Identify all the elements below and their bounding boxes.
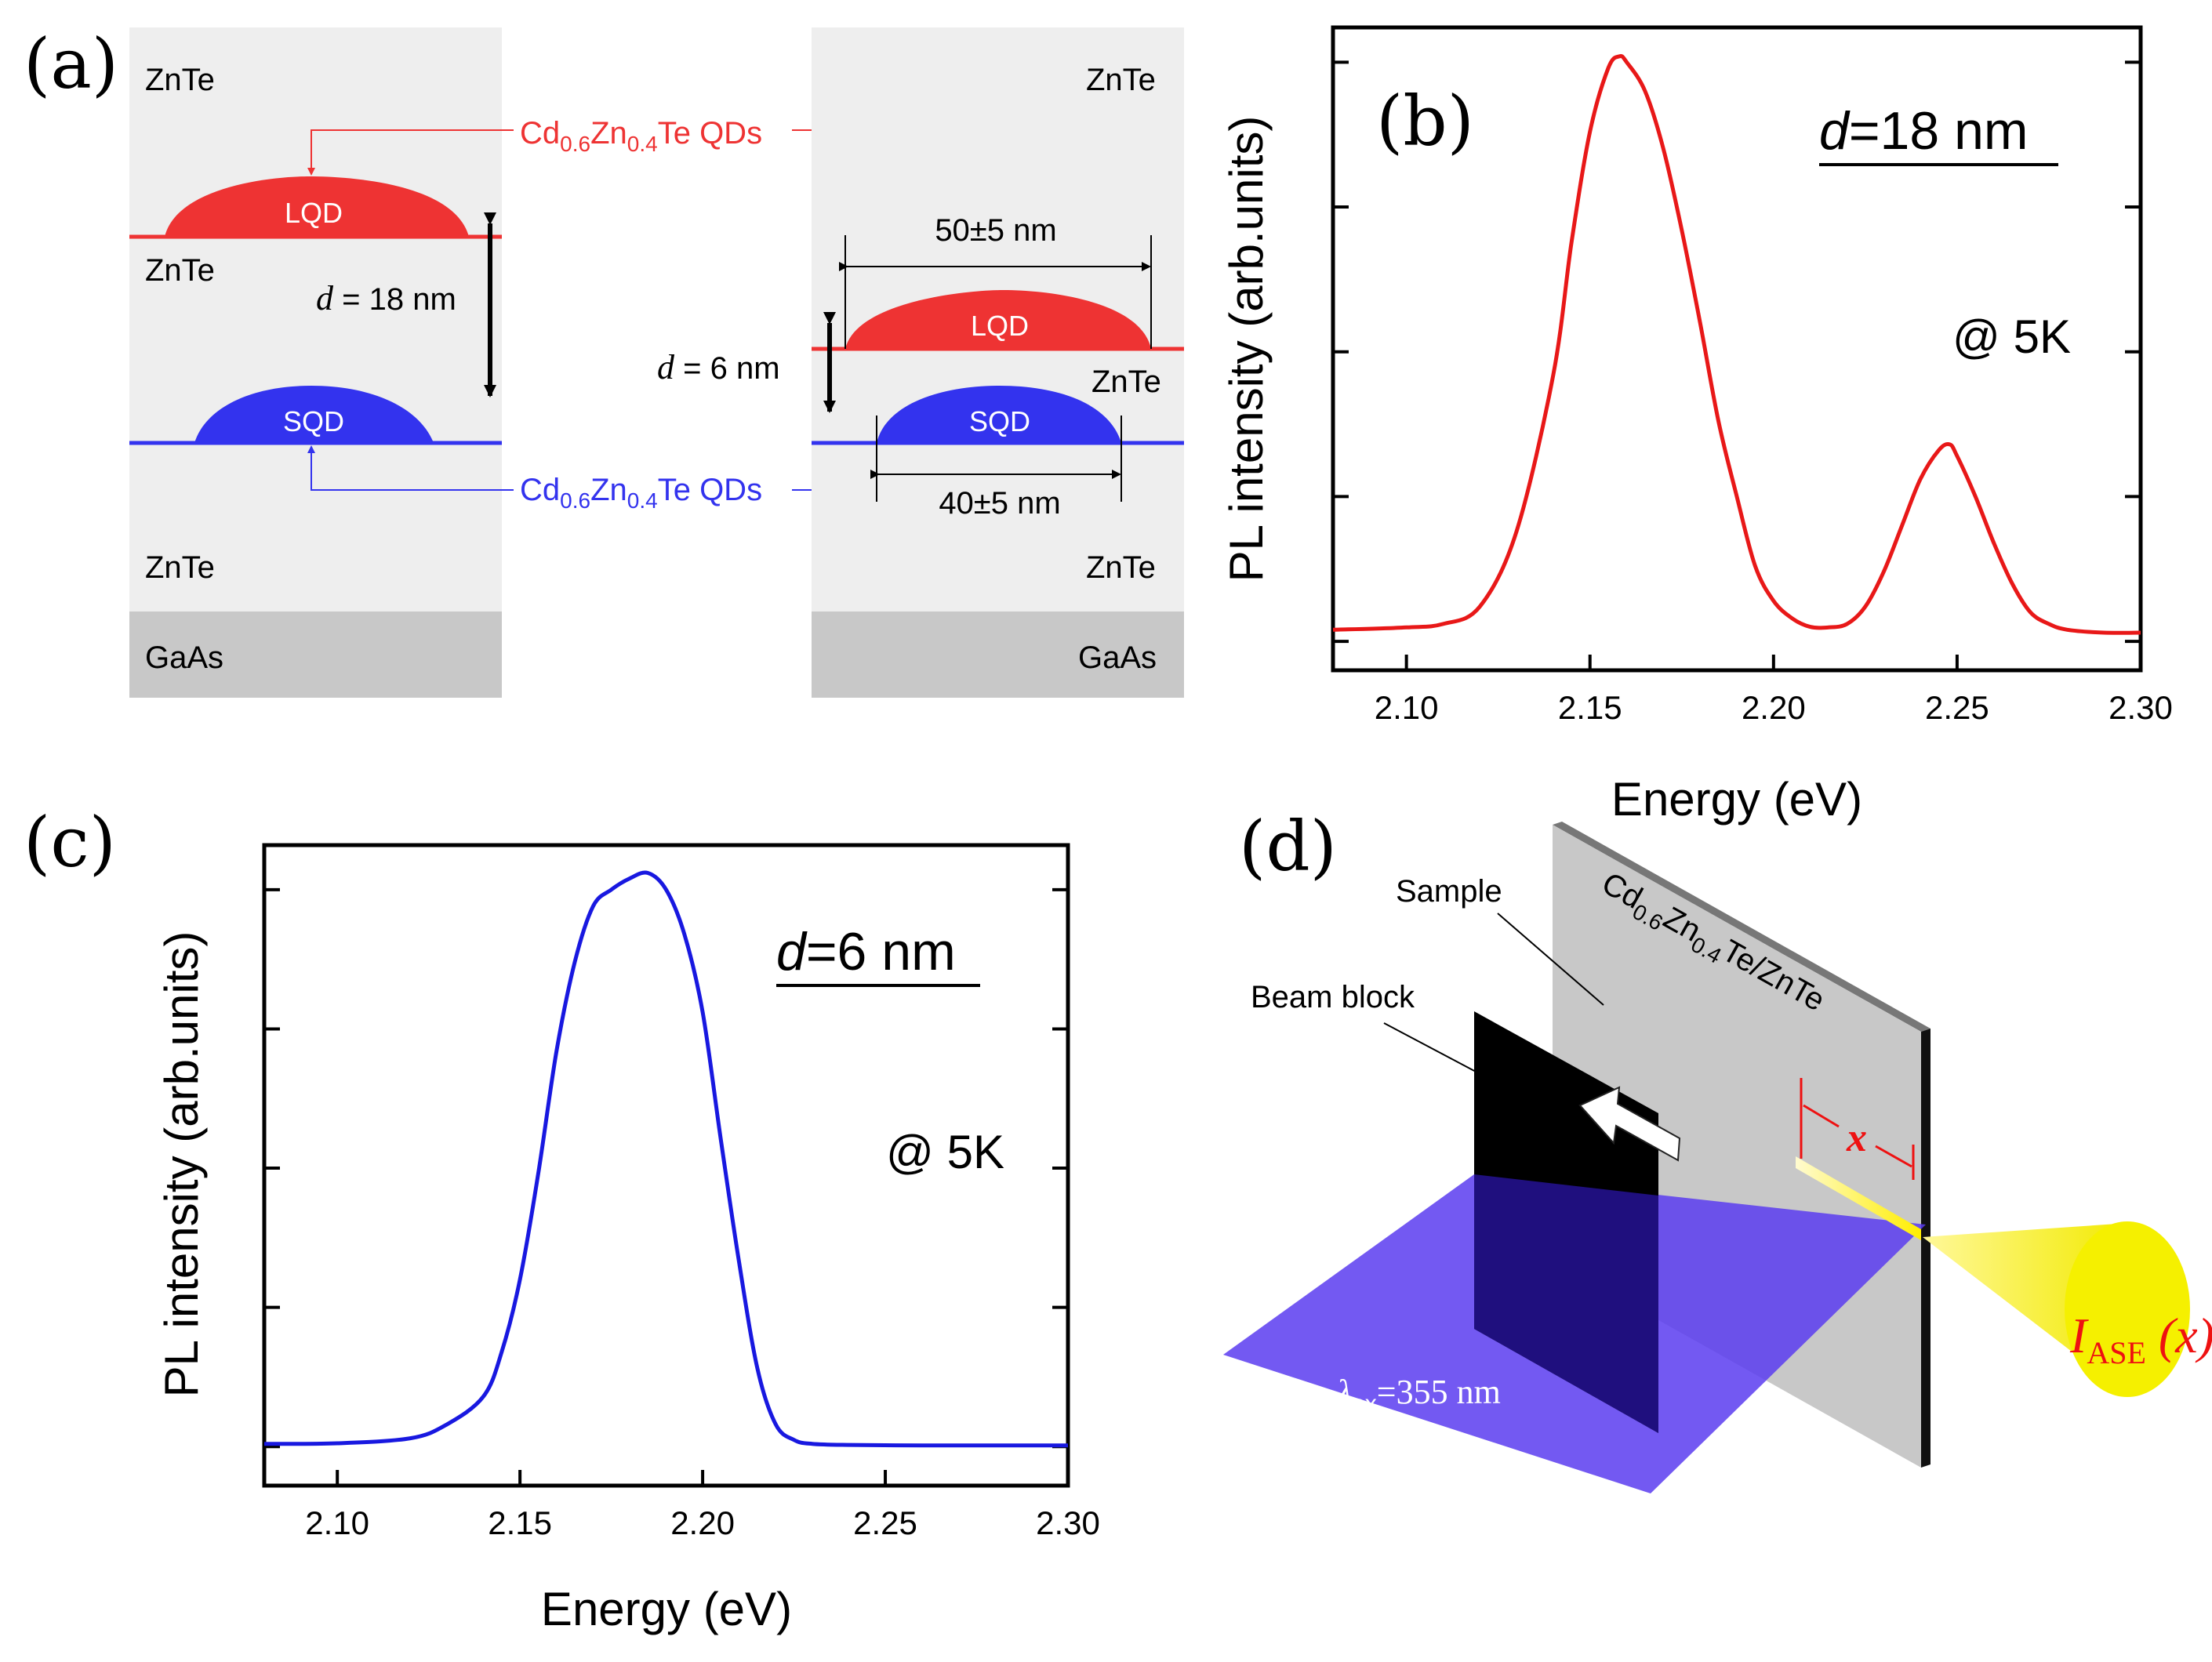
panel-a: (a) LQD SQD ZnTe ZnTe ZnTe GaAs d = 18 n… (24, 24, 1184, 698)
plot-b-xtick-label: 2.15 (1558, 689, 1622, 726)
sqd-label: SQD (283, 405, 344, 437)
panel-b: 2.10 2.15 2.20 2.25 2.30 (b) d=18 nm @ 5K En… (1220, 25, 2173, 826)
sqd-label-right: SQD (969, 405, 1030, 437)
panel-a-label: (a) (24, 24, 118, 104)
plot-c-ylabel: PL intensity (arb.units) (155, 931, 208, 1398)
sample-pointer (1497, 913, 1604, 1006)
x-dim-line-a (1803, 1104, 1840, 1128)
znte-mid-label: ZnTe (145, 253, 215, 288)
qd-callouts: Cd0.6Zn0.4Te QDs Cd0.6Zn0.4Te QDs (307, 116, 925, 513)
plot-c-title: d=6 nm (776, 922, 956, 982)
znte-mid-label-right: ZnTe (1091, 365, 1161, 399)
plot-c-xtick-label: 2.20 (670, 1504, 735, 1541)
lqd-label: LQD (285, 197, 343, 229)
x-dim-line-b (1875, 1145, 1912, 1168)
plot-b-xlabel: Energy (eV) (1611, 773, 1862, 826)
red-qd-label: Cd0.6Zn0.4Te QDs (520, 116, 762, 156)
plot-b-series-line (1332, 54, 2141, 635)
plot-b-title: d=18 nm (1819, 101, 2029, 161)
plot-c-xlabel: Energy (eV) (541, 1583, 792, 1635)
plot-c-series-line (263, 870, 1068, 1448)
plot-b-frame (1331, 25, 2143, 673)
sqd-dot (194, 386, 434, 443)
gaas-substrate (129, 611, 502, 698)
panel-d: (d) Cd0.6Zn0.4Te/ZnTe x IASE (x) Sample … (1223, 806, 2212, 1493)
excited-stripe (1796, 1156, 1921, 1240)
ase-cone-base (2065, 1221, 2190, 1397)
znte-layer (129, 27, 502, 611)
plot-c-xtick-label: 2.10 (305, 1504, 369, 1541)
beam-block-pointer (1383, 1022, 1518, 1094)
move-arrow-icon (1578, 1086, 1681, 1162)
plot-b-xtick-label: 2.30 (2108, 689, 2173, 726)
panel-b-label: (b) (1376, 81, 1474, 161)
lqd-label-right: LQD (971, 310, 1029, 342)
plot-c-frame (262, 843, 1070, 1488)
beam-under-block (1474, 1174, 1658, 1433)
lqd-dot-right (845, 290, 1151, 349)
plot-b-xtick-label: 2.20 (1742, 689, 1806, 726)
spacing-d18: d = 18 nm (316, 279, 456, 318)
sqd-width-label: 40±5 nm (939, 486, 1060, 521)
znte-bottom-label: ZnTe (145, 550, 215, 585)
plot-c-xtick-label: 2.25 (853, 1504, 917, 1541)
lqd-width-label: 50±5 nm (935, 213, 1056, 248)
znte-top-label-right: ZnTe (1086, 63, 1156, 97)
ase-label: IASE (x) (2069, 1308, 2212, 1370)
lqd-dot (165, 176, 469, 237)
structure-d6: LQD SQD ZnTe ZnTe ZnTe GaAs 50±5 nm 40±5… (657, 27, 1184, 698)
gaas-substrate-right (812, 611, 1184, 698)
spacing-d6: d = 6 nm (657, 348, 780, 386)
sample-label: Sample (1396, 874, 1502, 909)
plot-b-ylabel: PL intensity (arb.units) (1220, 116, 1273, 582)
plot-c-annotation: @ 5K (886, 1126, 1004, 1178)
sample-top-edge (1553, 822, 1931, 1032)
plot-c-ticks: 2.10 2.15 2.20 2.25 2.30 (264, 887, 1100, 1541)
panel-c: 2.10 2.15 2.20 2.25 2.30 (c) d=6 nm @ 5K Ene… (24, 802, 1100, 1635)
plot-b-ticks: 2.10 2.15 2.20 2.25 2.30 (1333, 60, 2173, 726)
structure-d18: LQD SQD ZnTe ZnTe ZnTe GaAs d = 18 nm (129, 27, 502, 698)
panel-d-label: (d) (1239, 806, 1337, 887)
plot-b-xtick-label: 2.25 (1925, 689, 1989, 726)
plot-b-annotation: @ 5K (1952, 310, 2071, 363)
sample-side-edge (1921, 1029, 1931, 1468)
znte-top-label: ZnTe (145, 63, 215, 97)
blue-qd-label: Cd0.6Zn0.4Te QDs (520, 473, 762, 513)
gaas-label: GaAs (145, 640, 223, 675)
panel-c-label: (c) (24, 802, 116, 883)
plot-b-xtick-label: 2.10 (1375, 689, 1439, 726)
lambda-label: λex=355 nm (1335, 1373, 1501, 1417)
plot-c-xtick-label: 2.30 (1036, 1504, 1100, 1541)
gaas-label-right: GaAs (1078, 640, 1157, 675)
red-leader-left (307, 129, 514, 176)
blue-leader-left (307, 445, 514, 491)
znte-bottom-label-right: ZnTe (1086, 550, 1156, 585)
znte-layer-right (812, 27, 1184, 698)
beam-block-label: Beam block (1251, 980, 1415, 1014)
x-label: x (1846, 1116, 1867, 1160)
plot-c-xtick-label: 2.15 (488, 1504, 552, 1541)
sqd-dot-right (877, 386, 1121, 443)
